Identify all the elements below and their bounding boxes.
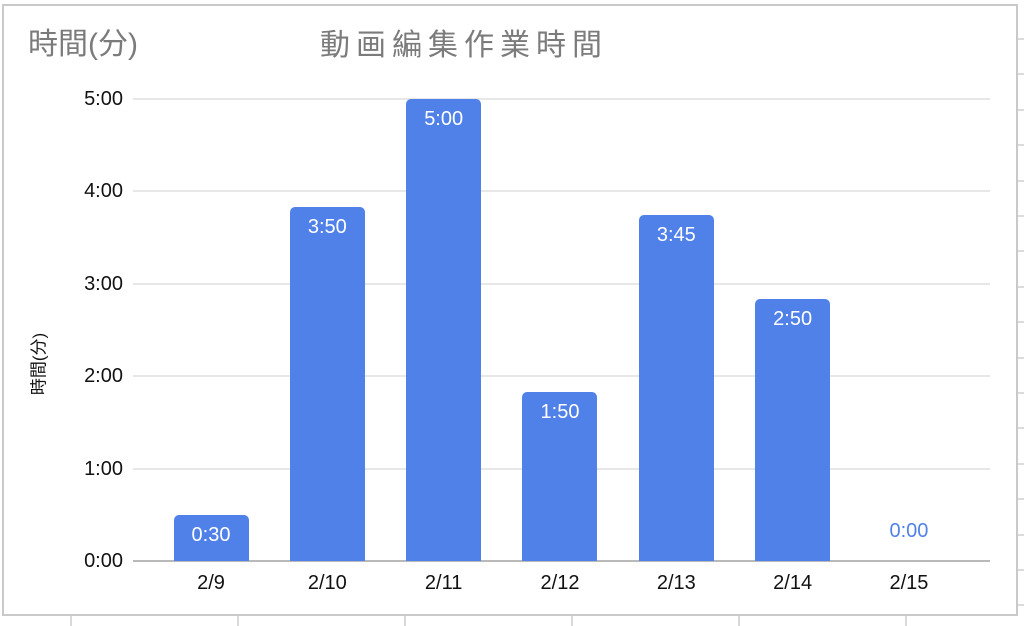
bar bbox=[638, 214, 714, 561]
spreadsheet-rowline-stub bbox=[1018, 250, 1024, 253]
spreadsheet-rowline-stub bbox=[1018, 215, 1024, 217]
gridline bbox=[133, 282, 990, 285]
x-axis-baseline bbox=[133, 560, 990, 562]
bar-value-label: 3:45 bbox=[656, 223, 696, 246]
x-tick-label: 2/15 bbox=[889, 572, 929, 594]
spreadsheet-rowline-stub bbox=[1018, 604, 1024, 607]
x-tick-label: 2/12 bbox=[540, 572, 580, 594]
spreadsheet-colline-stub bbox=[237, 616, 239, 626]
bar bbox=[755, 299, 831, 561]
spreadsheet-rowline-stub bbox=[1018, 462, 1024, 465]
spreadsheet-colline-stub bbox=[905, 616, 907, 626]
spreadsheet-rowline-stub bbox=[1018, 108, 1024, 111]
spreadsheet-rowline-stub bbox=[1018, 356, 1024, 359]
y-tick-label: 4:00 bbox=[84, 180, 123, 203]
corner-axis-unit-label: 時間(分) bbox=[28, 28, 138, 61]
chart-title: 動画編集作業時間 bbox=[320, 29, 608, 62]
spreadsheet-colline-stub bbox=[738, 616, 740, 626]
spreadsheet-rowline-stub bbox=[1018, 144, 1024, 147]
spreadsheet-rowline-stub bbox=[1018, 285, 1024, 288]
y-tick-label: 2:00 bbox=[84, 365, 123, 388]
bar-value-label-zero: 0:00 bbox=[889, 520, 929, 542]
y-tick-label: 0:00 bbox=[84, 550, 123, 572]
bar bbox=[173, 514, 249, 561]
bar bbox=[406, 99, 482, 561]
spreadsheet-colline-stub bbox=[70, 616, 72, 626]
y-tick-label: 3:00 bbox=[84, 272, 123, 295]
spreadsheet-colline-stub bbox=[571, 616, 573, 626]
bar bbox=[289, 206, 365, 561]
gridline bbox=[133, 375, 990, 378]
spreadsheet-rowline-stub bbox=[1018, 321, 1024, 324]
x-tick-label: 2/14 bbox=[773, 572, 813, 594]
spreadsheet-rowline-stub bbox=[1018, 179, 1024, 182]
gridline bbox=[133, 98, 990, 100]
bar-value-label: 3:50 bbox=[307, 215, 347, 238]
bar-value-label: 0:30 bbox=[191, 523, 231, 546]
spreadsheet-rowline-stub bbox=[1018, 533, 1024, 536]
spreadsheet-rowline-stub bbox=[1018, 38, 1024, 40]
spreadsheet-rowline-stub bbox=[1018, 498, 1024, 501]
gridline bbox=[133, 190, 990, 193]
x-tick-label: 2/9 bbox=[197, 572, 225, 594]
spreadsheet-colline-stub bbox=[404, 616, 406, 626]
spreadsheet-rowline-stub bbox=[1018, 73, 1024, 76]
spreadsheet-rowline-stub bbox=[1018, 392, 1024, 394]
y-tick-label: 1:00 bbox=[84, 457, 123, 480]
x-tick-label: 2/13 bbox=[656, 572, 696, 594]
chart-card[interactable] bbox=[2, 4, 1018, 616]
x-tick-label: 2/10 bbox=[307, 572, 347, 594]
bar-value-label: 2:50 bbox=[773, 308, 813, 331]
bar-value-label: 5:00 bbox=[424, 108, 464, 130]
y-tick-label: 5:00 bbox=[84, 88, 123, 110]
bar-value-label: 1:50 bbox=[540, 400, 580, 423]
x-tick-label: 2/11 bbox=[424, 572, 463, 594]
spreadsheet-rowline-stub bbox=[1018, 427, 1024, 430]
spreadsheet-rowline-stub bbox=[1018, 569, 1024, 571]
bar bbox=[522, 391, 598, 561]
